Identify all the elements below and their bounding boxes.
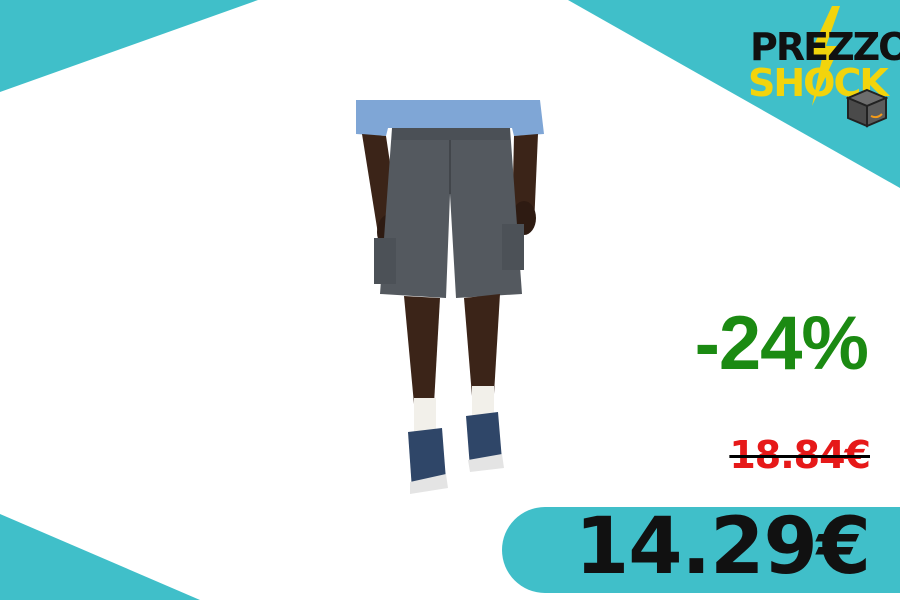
old-price: 18.84€ [729,433,871,477]
discount-percentage: -24% [694,301,869,386]
logo-line-1: PREZZO [750,25,900,69]
top-left-triangle [0,0,258,92]
new-price: 14.29€ [575,502,871,592]
bottom-left-triangle [0,514,200,600]
price-badge [502,507,900,593]
prezzo-shock-logo: PREZZO SHOCK [742,6,900,128]
box-icon [846,88,888,128]
lightning-bolt-icon [808,6,840,106]
product-image [356,100,544,494]
